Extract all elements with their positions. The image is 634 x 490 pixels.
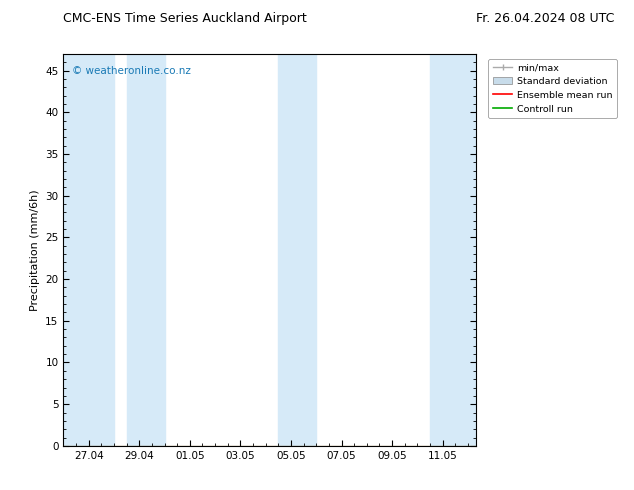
Bar: [127, 54, 165, 446]
Text: Fr. 26.04.2024 08 UTC: Fr. 26.04.2024 08 UTC: [476, 12, 614, 25]
Text: © weatheronline.co.nz: © weatheronline.co.nz: [72, 66, 190, 75]
Y-axis label: Precipitation (mm/6h): Precipitation (mm/6h): [30, 189, 40, 311]
Text: CMC-ENS Time Series Auckland Airport: CMC-ENS Time Series Auckland Airport: [63, 12, 307, 25]
Bar: [430, 54, 476, 446]
Bar: [278, 54, 316, 446]
Legend: min/max, Standard deviation, Ensemble mean run, Controll run: min/max, Standard deviation, Ensemble me…: [488, 59, 617, 118]
Bar: [63, 54, 114, 446]
